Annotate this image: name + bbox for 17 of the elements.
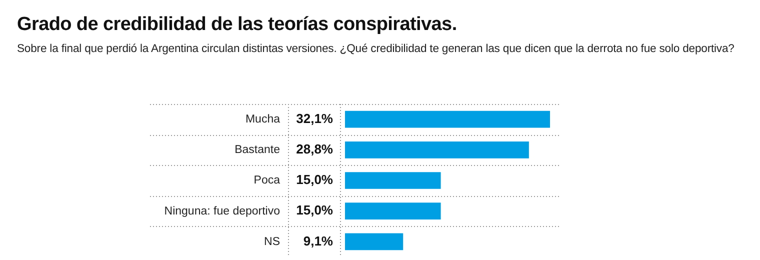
bar	[345, 172, 441, 189]
data-label: 28,8%	[296, 141, 334, 156]
y-tick-label: NS	[264, 236, 280, 248]
y-tick-label: Poca	[254, 174, 281, 187]
y-tick-label: Ninguna: fue deportivo	[164, 205, 280, 218]
bar	[345, 233, 404, 250]
data-label: 32,1%	[296, 110, 334, 126]
y-tick-label: Bastante	[234, 144, 280, 156]
bar	[345, 202, 441, 220]
y-tick-label: Mucha	[245, 113, 281, 126]
chart-subtitle: Sobre la final que perdió la Argentina circulan distintas versiones. ¿Qué credibilidad te generan las que dicen que la derrota no fue solo deportiva?	[17, 43, 734, 55]
data-label: 15,0%	[296, 202, 334, 218]
data-label: 9,1%	[303, 233, 334, 248]
bar	[345, 110, 550, 128]
bar	[345, 141, 529, 158]
chart-title: Grado de credibilidad de las teorías conspirativas.	[17, 14, 457, 36]
data-label: 15,0%	[296, 172, 334, 188]
